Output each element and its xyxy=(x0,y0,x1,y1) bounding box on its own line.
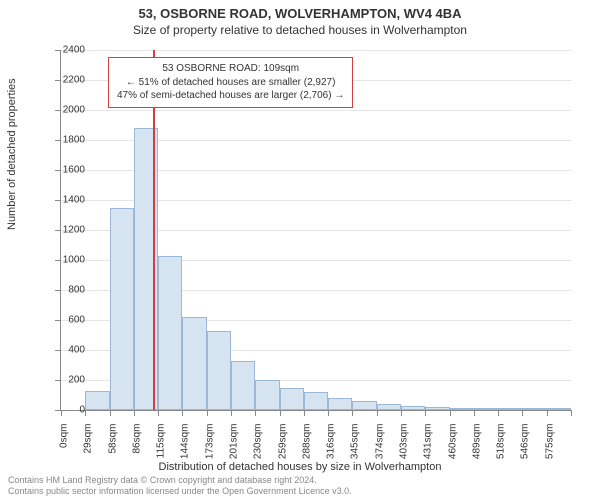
y-tick-label: 200 xyxy=(45,375,85,386)
x-tick xyxy=(207,410,208,416)
x-tick xyxy=(474,410,475,416)
property-info-box: 53 OSBORNE ROAD: 109sqm ← 51% of detache… xyxy=(108,57,353,108)
histogram-bar xyxy=(304,392,328,410)
x-tick xyxy=(182,410,183,416)
y-tick-label: 2400 xyxy=(45,45,85,56)
x-tick-label: 431sqm xyxy=(423,424,434,474)
x-tick-label: 144sqm xyxy=(180,424,191,474)
x-tick xyxy=(158,410,159,416)
y-tick-label: 2000 xyxy=(45,105,85,116)
y-tick-label: 1800 xyxy=(45,135,85,146)
histogram-bar xyxy=(158,256,182,411)
y-tick-label: 2200 xyxy=(45,75,85,86)
x-tick-label: 58sqm xyxy=(107,424,118,474)
page-subtitle: Size of property relative to detached ho… xyxy=(0,21,600,37)
y-tick-label: 1200 xyxy=(45,225,85,236)
histogram-bar xyxy=(352,401,376,410)
x-tick-label: 518sqm xyxy=(496,424,507,474)
x-tick-label: 546sqm xyxy=(520,424,531,474)
x-tick xyxy=(255,410,256,416)
x-tick-label: 316sqm xyxy=(326,424,337,474)
histogram-bar xyxy=(401,406,425,411)
x-tick xyxy=(280,410,281,416)
footer-line-1: Contains HM Land Registry data © Crown c… xyxy=(8,475,352,486)
x-tick-label: 115sqm xyxy=(156,424,167,474)
x-tick-label: 489sqm xyxy=(471,424,482,474)
footer-line-2: Contains public sector information licen… xyxy=(8,486,352,497)
histogram-bar xyxy=(182,317,206,410)
x-tick-label: 0sqm xyxy=(59,424,70,474)
info-line-3: 47% of semi-detached houses are larger (… xyxy=(117,89,344,103)
x-tick xyxy=(425,410,426,416)
histogram-bar xyxy=(474,408,498,410)
histogram-bar xyxy=(207,331,231,411)
x-tick xyxy=(110,410,111,416)
x-tick-label: 460sqm xyxy=(447,424,458,474)
histogram-bar xyxy=(450,408,474,410)
page-title: 53, OSBORNE ROAD, WOLVERHAMPTON, WV4 4BA xyxy=(0,0,600,21)
x-tick xyxy=(450,410,451,416)
x-tick xyxy=(304,410,305,416)
x-tick xyxy=(401,410,402,416)
x-tick-label: 29sqm xyxy=(83,424,94,474)
y-axis-label: Number of detached properties xyxy=(6,78,18,230)
histogram-bar xyxy=(255,380,279,410)
histogram-bar xyxy=(425,407,449,410)
y-tick-label: 1000 xyxy=(45,255,85,266)
x-tick xyxy=(498,410,499,416)
y-tick-label: 600 xyxy=(45,315,85,326)
x-tick-label: 345sqm xyxy=(350,424,361,474)
histogram-bar xyxy=(498,408,522,410)
x-tick xyxy=(85,410,86,416)
histogram-bar xyxy=(280,388,304,411)
x-tick xyxy=(231,410,232,416)
histogram-bar xyxy=(231,361,255,411)
y-tick-label: 1600 xyxy=(45,165,85,176)
y-tick-label: 800 xyxy=(45,285,85,296)
grid-line xyxy=(61,110,571,111)
x-tick xyxy=(352,410,353,416)
x-tick-label: 403sqm xyxy=(399,424,410,474)
grid-line xyxy=(61,50,571,51)
y-tick-label: 400 xyxy=(45,345,85,356)
x-tick xyxy=(134,410,135,416)
x-tick-label: 575sqm xyxy=(544,424,555,474)
x-tick xyxy=(377,410,378,416)
x-tick xyxy=(547,410,548,416)
x-tick-label: 259sqm xyxy=(277,424,288,474)
x-tick-label: 86sqm xyxy=(131,424,142,474)
x-tick-label: 374sqm xyxy=(374,424,385,474)
histogram-bar xyxy=(547,408,571,410)
footer-attribution: Contains HM Land Registry data © Crown c… xyxy=(8,475,352,498)
x-tick xyxy=(328,410,329,416)
y-tick-label: 0 xyxy=(45,405,85,416)
y-tick-label: 1400 xyxy=(45,195,85,206)
histogram-bar xyxy=(110,208,134,411)
histogram-bar xyxy=(328,398,352,410)
x-tick-label: 201sqm xyxy=(229,424,240,474)
histogram-bar xyxy=(85,391,109,411)
histogram-bar xyxy=(522,408,546,410)
x-tick-label: 288sqm xyxy=(301,424,312,474)
info-line-1: 53 OSBORNE ROAD: 109sqm xyxy=(117,62,344,76)
x-tick-label: 173sqm xyxy=(204,424,215,474)
x-tick xyxy=(522,410,523,416)
info-line-2: ← 51% of detached houses are smaller (2,… xyxy=(117,76,344,90)
histogram-bar xyxy=(377,404,401,410)
x-tick-label: 230sqm xyxy=(253,424,264,474)
x-tick xyxy=(571,410,572,416)
